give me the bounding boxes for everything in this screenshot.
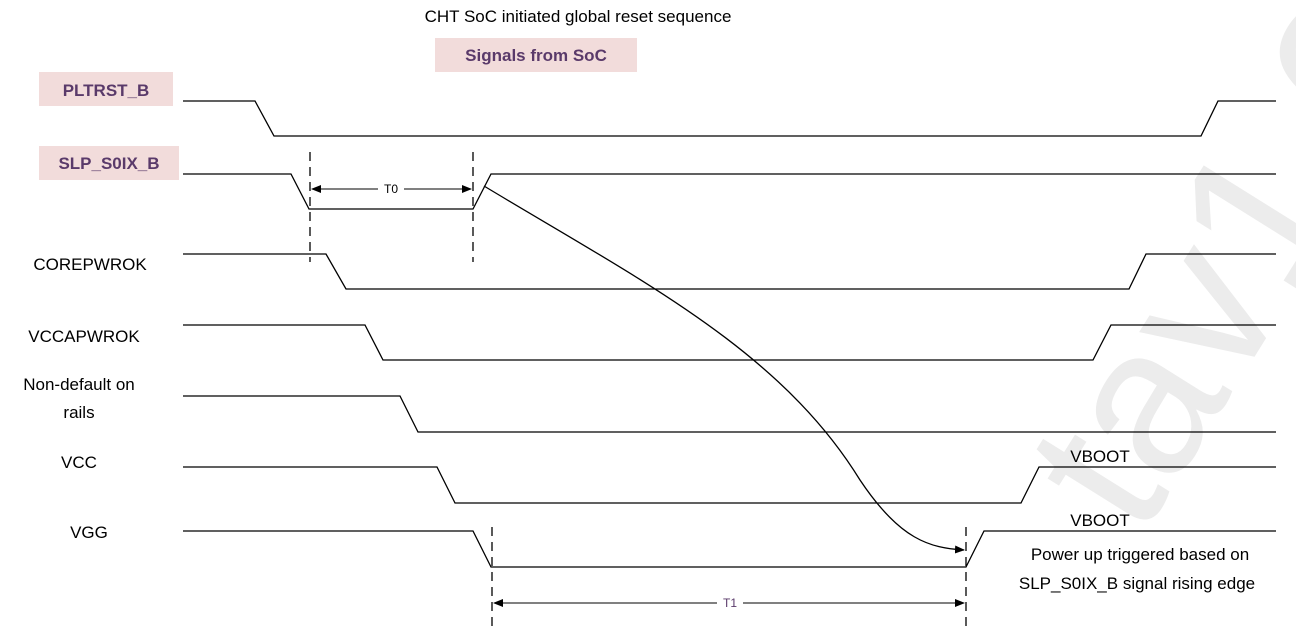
power-up-note-line1: Power up triggered based on <box>1031 545 1249 564</box>
vgg-waveform <box>183 530 1276 568</box>
vccapwrok-label: VCCAPWROK <box>28 327 140 346</box>
pltrst-label: PLTRST_B <box>63 81 150 100</box>
legend-box <box>435 38 637 72</box>
nondefault-label-line1: Non-default on <box>23 375 135 394</box>
vgg-label: VGG <box>70 523 108 542</box>
pltrst-waveform <box>183 100 1276 137</box>
corepwrok-waveform <box>183 253 1276 290</box>
nondefault-label-line2: rails <box>63 403 94 422</box>
nondefault-waveform <box>183 395 1276 433</box>
slp-label: SLP_S0IX_B <box>58 154 159 173</box>
t1-label: T1 <box>723 596 737 610</box>
watermark: tav1.07 <box>979 0 1296 564</box>
slp-label-box <box>39 146 179 180</box>
vgg-vboot-label: VBOOT <box>1070 511 1130 530</box>
trigger-curve-arrow <box>483 185 965 554</box>
vcc-label: VCC <box>61 453 97 472</box>
pltrst-label-box <box>39 72 173 106</box>
vccapwrok-waveform <box>183 324 1276 361</box>
diagram-title: CHT SoC initiated global reset sequence <box>425 7 732 26</box>
corepwrok-label: COREPWROK <box>33 255 147 274</box>
power-up-note-line2: SLP_S0IX_B signal rising edge <box>1019 574 1255 593</box>
legend-label: Signals from SoC <box>465 46 607 65</box>
vcc-vboot-label: VBOOT <box>1070 447 1130 466</box>
vcc-waveform <box>183 466 1276 504</box>
t0-label: T0 <box>384 182 398 196</box>
slp-waveform <box>183 173 1276 210</box>
